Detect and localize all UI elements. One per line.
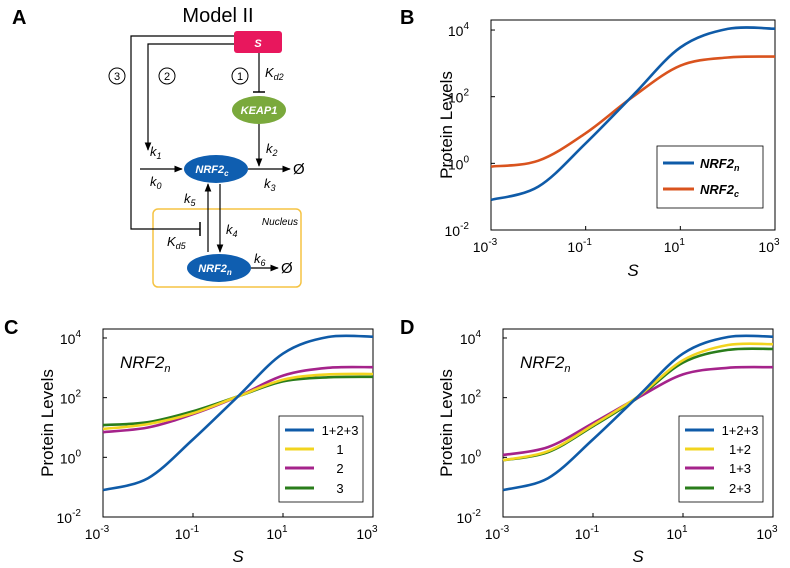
plot-frame <box>490 19 776 231</box>
panel-letter-d: D <box>400 317 414 339</box>
x-axis-label: S <box>632 547 644 566</box>
x-tick-label: 10-1 <box>567 237 592 255</box>
panel-a: A Model II Nucleus S KEAP1 NRF2c NRF2n 1… <box>12 5 305 288</box>
x-axis-label: S <box>232 547 244 566</box>
rate-kd5: Kd5 <box>167 234 187 251</box>
legend: 1+2+3 1+2 1+3 2+3 <box>678 415 764 503</box>
rate-k6: k6 <box>254 251 266 268</box>
node-nrf2n <box>187 254 251 282</box>
node-nrf2c <box>184 155 248 183</box>
y-axis-label: Protein Levels <box>437 369 456 477</box>
x-tick-label: 10-1 <box>575 524 600 542</box>
node-keap1-label: KEAP1 <box>241 105 278 117</box>
x-tick-label: 10-3 <box>485 524 510 542</box>
panel-letter-b: B <box>400 7 414 29</box>
null-symbol-n: Ø <box>281 260 293 277</box>
node-keap1 <box>232 96 286 124</box>
rate-k3: k3 <box>264 176 276 193</box>
x-tick-label: 101 <box>666 524 688 542</box>
legend-label-1: 1+2+3 <box>322 423 359 438</box>
node-nrf2n-label: NRF2n <box>198 263 232 277</box>
y-tick-label: 102 <box>60 389 82 407</box>
legend-label-1: 1+2+3 <box>722 423 759 438</box>
rate-k0: k0 <box>150 174 162 191</box>
panel-letter-a: A <box>12 7 26 29</box>
y-tick-label: 102 <box>448 88 470 106</box>
y-tick-label: 104 <box>60 329 82 347</box>
panel-d-inner-label: NRF2n <box>520 353 571 375</box>
legend: NRF2n NRF2c <box>656 145 764 209</box>
chart-b: B 10-3 10-1 101 103 10-2 100 102 104 S Protein … <box>400 7 780 280</box>
x-tick-label: 103 <box>758 237 780 255</box>
y-tick-label: 104 <box>448 21 470 39</box>
panel-letter-c: C <box>4 317 18 339</box>
y-tick-label: 100 <box>460 448 482 466</box>
legend-label-nrf2c: NRF2c <box>700 182 739 199</box>
x-tick-label: 103 <box>356 524 378 542</box>
x-tick-label: 10-3 <box>85 524 110 542</box>
rate-k5: k5 <box>184 191 197 208</box>
x-tick-label: 103 <box>756 524 778 542</box>
series-line-0 <box>490 26 776 202</box>
legend-label-nrf2n: NRF2n <box>700 156 740 173</box>
circle-2 <box>158 67 176 85</box>
nucleus-label: Nucleus <box>262 217 298 228</box>
x-axis-label: S <box>627 261 639 280</box>
chart-c: C 10-3 10-1 101 103 10-2 100 102 104 NRF2n S Pr… <box>4 317 378 566</box>
legend: 1+2+3 1 2 3 <box>278 415 364 503</box>
rate-k4: k4 <box>226 222 238 239</box>
plot-frame <box>102 328 374 518</box>
panel-c-inner-label: NRF2n <box>120 353 171 375</box>
path-3 <box>130 35 234 230</box>
null-symbol-c: Ø <box>293 161 305 178</box>
diagram-title: Model II <box>182 5 253 27</box>
y-tick-label: 100 <box>60 448 82 466</box>
y-axis-label: Protein Levels <box>437 71 456 179</box>
legend-label-4: 3 <box>336 481 343 496</box>
y-tick-label: 10-2 <box>57 508 82 526</box>
legend-label-2: 1 <box>336 442 343 457</box>
circle-1-label: 1 <box>237 71 243 83</box>
node-s <box>234 31 282 53</box>
legend-label-3: 1+3 <box>729 461 751 476</box>
rate-k1: k1 <box>150 144 162 161</box>
legend-label-4: 2+3 <box>729 481 751 496</box>
legend-label-3: 2 <box>336 461 343 476</box>
y-tick-label: 100 <box>448 154 470 172</box>
circle-2-label: 2 <box>164 71 170 83</box>
node-s-label: S <box>254 38 262 50</box>
nucleus-compartment <box>152 208 302 288</box>
y-tick-label: 10-2 <box>457 508 482 526</box>
rate-kd2: Kd2 <box>265 65 284 82</box>
legend-label-2: 1+2 <box>729 442 751 457</box>
circle-3-label: 3 <box>114 71 120 83</box>
series-line-0 <box>502 334 774 492</box>
y-tick-label: 102 <box>460 389 482 407</box>
y-axis-label: Protein Levels <box>38 369 57 477</box>
x-tick-label: 101 <box>664 237 686 255</box>
x-tick-label: 101 <box>266 524 288 542</box>
series-line-0 <box>102 334 374 492</box>
plot-frame <box>502 328 774 518</box>
x-tick-label: 10-1 <box>175 524 200 542</box>
rate-k2: k2 <box>266 141 278 158</box>
circle-3 <box>108 67 126 85</box>
node-nrf2c-label: NRF2c <box>195 164 229 178</box>
x-tick-label: 10-3 <box>473 237 498 255</box>
circle-1 <box>231 67 249 85</box>
legend-box <box>656 145 764 209</box>
path-2 <box>144 43 234 151</box>
y-tick-label: 104 <box>460 329 482 347</box>
chart-d: D 10-3 10-1 101 103 10-2 100 102 104 NRF2n S Pr… <box>400 317 778 566</box>
y-tick-label: 10-2 <box>445 221 470 239</box>
